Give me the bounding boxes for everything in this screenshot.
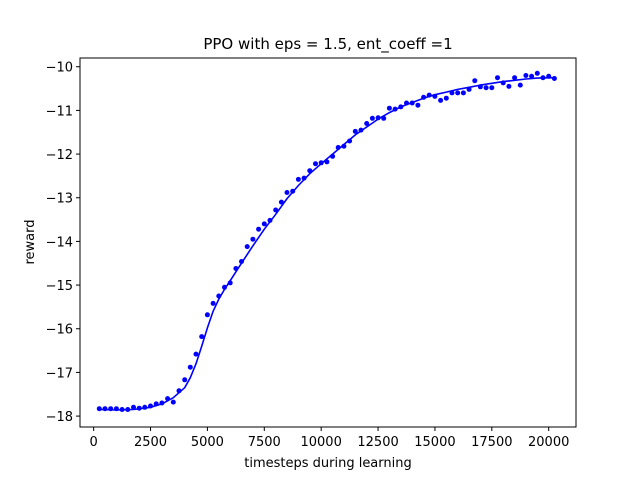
y-tick-label: −12 (46, 148, 73, 163)
data-point (489, 85, 495, 91)
data-point (199, 334, 205, 340)
data-point (313, 161, 318, 167)
x-tick-label: 15000 (414, 435, 455, 450)
y-tick-label: −14 (46, 235, 73, 250)
y-tick-label: −13 (46, 192, 73, 207)
fit-line (99, 76, 555, 411)
x-tick-label: 2500 (134, 435, 167, 450)
data-point (529, 73, 535, 79)
data-point (244, 244, 250, 250)
data-point (523, 73, 529, 78)
data-point (284, 190, 290, 195)
x-tick-label: 20000 (528, 435, 569, 450)
y-tick-label: −11 (46, 104, 73, 119)
y-axis-label: reward (23, 219, 38, 264)
data-point (438, 97, 444, 103)
plot-area (96, 70, 557, 412)
y-tick-label: −15 (46, 279, 73, 294)
data-point (495, 75, 500, 81)
data-point (170, 399, 176, 405)
data-point (364, 121, 370, 126)
data-point (256, 226, 262, 232)
y-tick-label: −10 (46, 61, 73, 76)
data-point (386, 105, 392, 111)
x-tick-label: 0 (90, 435, 98, 450)
x-tick-label: 5000 (191, 435, 224, 450)
data-point (472, 78, 478, 84)
data-point (250, 236, 256, 242)
data-point (210, 300, 216, 306)
chart-title: PPO with eps = 1.5, ent_coeff =1 (203, 35, 452, 54)
data-point (193, 351, 199, 357)
data-point (96, 406, 102, 412)
x-axis-label: timesteps during learning (244, 456, 412, 471)
y-tick-label: −16 (46, 323, 73, 338)
data-point (534, 70, 540, 76)
data-point (517, 82, 523, 88)
data-point (295, 176, 301, 182)
axes-frame (79, 57, 577, 428)
x-axis: 0 2500 5000 7500 10000 12500 15000 17500 20000 (90, 427, 569, 450)
data-point (261, 221, 267, 227)
data-point (443, 95, 449, 101)
data-point (182, 377, 188, 383)
x-tick-label: 17500 (471, 435, 512, 450)
data-point (460, 90, 466, 96)
data-point (483, 85, 489, 91)
data-point (187, 364, 193, 370)
y-axis: −18 −17 −16 −15 −14 −13 −12 −11 −10 (46, 61, 80, 425)
data-point (506, 83, 512, 89)
data-point (204, 312, 210, 318)
data-point (512, 75, 518, 81)
data-point (352, 128, 358, 134)
x-tick-label: 12500 (357, 435, 398, 450)
y-tick-label: −17 (46, 366, 73, 381)
x-tick-label: 10000 (300, 435, 341, 450)
data-point (369, 115, 375, 121)
x-tick-label: 7500 (248, 435, 281, 450)
data-point (455, 90, 461, 96)
y-tick-label: −18 (46, 410, 73, 425)
data-point (415, 102, 421, 108)
